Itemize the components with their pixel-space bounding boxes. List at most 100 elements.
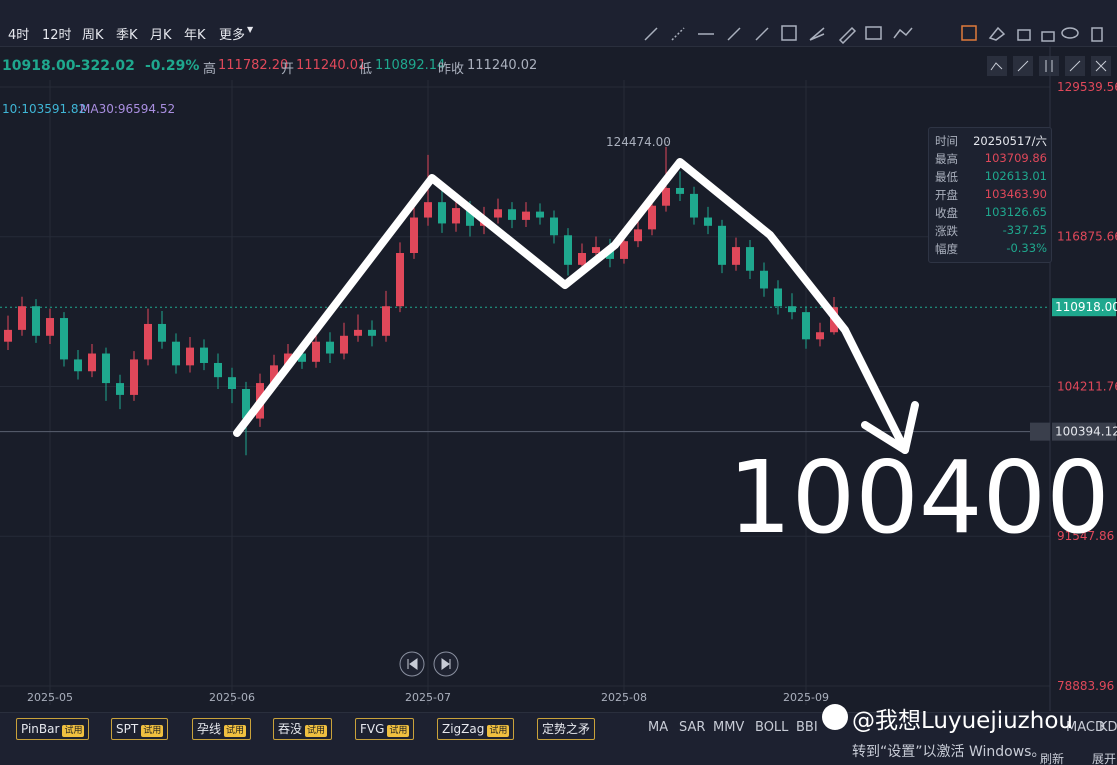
candle-body: [494, 209, 502, 218]
candle-body: [200, 347, 208, 363]
pattern-button[interactable]: 定势之矛: [537, 718, 596, 740]
candle-body: [46, 318, 54, 336]
candle-body: [774, 288, 782, 307]
pattern-button[interactable]: 孕线 试用: [192, 718, 252, 740]
candle-body: [312, 341, 320, 362]
pattern-button[interactable]: FVG 试用: [355, 718, 415, 740]
candle-body: [354, 329, 362, 336]
tooltip-key: 最低: [935, 170, 958, 184]
candle-body: [424, 202, 432, 218]
trial-tag: 试用: [305, 725, 328, 737]
indicator-tab[interactable]: MA: [648, 720, 669, 735]
candle-body: [298, 353, 306, 362]
trial-tag: 试用: [487, 725, 510, 737]
x-tick-label: 2025-05: [27, 691, 73, 704]
ma30-label: MA30:96594.52: [80, 102, 176, 116]
candle-body: [116, 383, 124, 395]
tooltip-value: -0.33%: [1006, 241, 1047, 255]
playback: [399, 651, 459, 677]
drawing-tools: [644, 25, 1103, 44]
period-tab[interactable]: 季K: [116, 28, 138, 43]
top-toolbar: [0, 0, 1117, 47]
indicator-tab[interactable]: SAR: [679, 720, 706, 735]
candle-body: [452, 208, 460, 224]
x-tick-label: 2025-07: [405, 691, 451, 704]
period-tab[interactable]: 12时: [42, 28, 72, 43]
candle-body: [396, 253, 404, 307]
candle-body: [788, 306, 796, 313]
pattern-name: FVG: [360, 722, 385, 736]
pattern-name: 孕线: [197, 722, 222, 736]
refresh-link[interactable]: 刷新: [1040, 752, 1065, 765]
y-tick-label: 104211.76: [1057, 379, 1117, 393]
watermark: @我想Luyuejiuzhou: [852, 708, 1073, 734]
quote-change: -322.02: [75, 58, 135, 74]
chart-tools: [987, 56, 1111, 76]
period-tab[interactable]: 年K: [184, 28, 206, 43]
candle-body: [508, 209, 516, 220]
candle-body: [88, 353, 96, 372]
watermark-logo: [822, 704, 848, 730]
pattern-button[interactable]: ZigZag 试用: [437, 718, 515, 740]
current-price-label: 110918.00: [1055, 300, 1117, 314]
tooltip-value: 20250517/六: [973, 134, 1047, 148]
quote-pct: -0.29%: [145, 58, 200, 74]
candle-body: [368, 329, 376, 336]
indicator-tab[interactable]: MMV: [713, 720, 745, 735]
y-tick-label: 129539.56: [1057, 80, 1117, 94]
candle-body: [410, 217, 418, 254]
candle-body: [676, 187, 684, 194]
candle-body: [662, 187, 670, 206]
tooltip-key: 收盘: [935, 206, 958, 220]
candle-body: [172, 341, 180, 366]
candle-body: [214, 362, 222, 378]
tooltip-key: 开盘: [935, 188, 958, 202]
candle-body: [18, 306, 26, 330]
candle-body: [536, 211, 544, 218]
candle-body: [4, 329, 12, 342]
tooltip: 时间 20250517/六 最高 103709.86 最低 102613.01 开盘 1034…: [928, 127, 1052, 263]
pattern-name: 吞没: [278, 722, 303, 736]
pattern-button[interactable]: SPT 试用: [111, 718, 169, 740]
quote-open: 111240.01: [296, 58, 367, 73]
indicator-tab[interactable]: BBI: [796, 720, 818, 735]
candle-body: [620, 241, 628, 259]
period-tab[interactable]: 月K: [150, 28, 172, 43]
annotation-text: 100400: [728, 439, 1110, 556]
trial-tag: 试用: [224, 725, 247, 737]
indicator-tab[interactable]: KD: [1099, 720, 1117, 735]
y-tick-label: 116875.66: [1057, 230, 1117, 244]
candle-body: [704, 217, 712, 226]
candle-body: [578, 253, 586, 265]
indicator-tab[interactable]: MACD: [1066, 720, 1105, 735]
tooltip-value: 103126.65: [984, 205, 1047, 219]
pattern-button[interactable]: PinBar 试用: [16, 718, 90, 740]
candle-body: [690, 193, 698, 218]
y-tick-label: 91547.86: [1057, 529, 1114, 543]
tooltip-value: 102613.01: [984, 169, 1047, 183]
candle-body: [158, 323, 166, 342]
candle-body: [284, 353, 292, 366]
period-tab[interactable]: 4时: [8, 28, 30, 43]
candle-body: [522, 211, 530, 220]
candle-body: [816, 332, 824, 340]
current-price-box: [1052, 298, 1116, 317]
x-tick-label: 2025-06: [209, 691, 255, 704]
pattern-name: SPT: [116, 722, 139, 736]
hand-drawn-arrow: [861, 401, 919, 454]
candle-body: [732, 247, 740, 265]
pattern-button[interactable]: 吞没 试用: [273, 718, 333, 740]
alert-button[interactable]: [1030, 422, 1050, 441]
candle-body: [760, 270, 768, 289]
expand-link[interactable]: 展开: [1092, 752, 1117, 765]
indicator-tab[interactable]: BOLL: [755, 720, 789, 735]
activate-windows: 转到“设置”以激活 Windows。: [852, 744, 1046, 760]
candle-body: [130, 359, 138, 395]
period-tab[interactable]: 更多: [219, 28, 246, 43]
dropdown-caret: ▼: [247, 25, 254, 34]
candle-body: [242, 388, 250, 419]
trial-tag: 试用: [62, 725, 85, 737]
period-tab[interactable]: 周K: [82, 28, 104, 43]
quote-low: 110892.14: [375, 58, 446, 73]
